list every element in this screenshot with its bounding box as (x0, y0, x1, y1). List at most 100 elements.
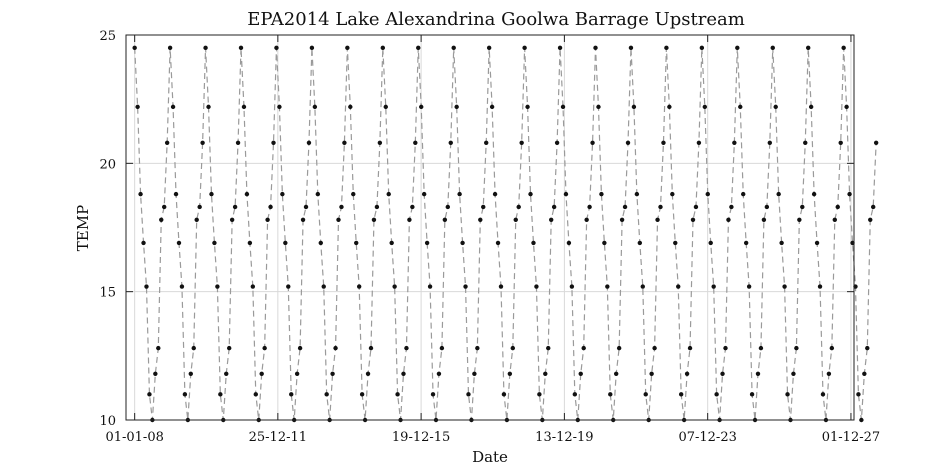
data-point (262, 345, 267, 351)
data-point (153, 371, 158, 376)
data-point (478, 217, 483, 222)
data-point (227, 345, 232, 351)
data-point (829, 345, 835, 351)
data-point (147, 392, 152, 397)
data-point (351, 191, 356, 197)
data-point (176, 240, 182, 246)
y-axis-label: TEMP (74, 205, 92, 251)
data-point (484, 140, 489, 145)
data-point (427, 284, 433, 289)
data-point (705, 191, 710, 197)
data-point (664, 45, 669, 51)
series-line (134, 47, 877, 421)
data-point (590, 140, 595, 145)
data-point (563, 191, 569, 197)
data-point (191, 345, 196, 351)
data-point (811, 191, 817, 197)
data-point (673, 240, 678, 246)
data-point (401, 371, 406, 376)
data-point (132, 45, 137, 51)
x-tick-labels: 01-01-08 25-12-11 19-12-15 13-12-19 07-12-23… (105, 430, 880, 445)
data-point (735, 45, 740, 51)
data-point (365, 371, 371, 376)
data-point (776, 191, 781, 197)
data-point (241, 104, 247, 110)
data-point (286, 284, 291, 289)
data-point (687, 345, 693, 351)
data-point (318, 240, 323, 246)
data-point (640, 284, 645, 289)
data-point (141, 240, 146, 246)
x-axis-label: Date (472, 448, 508, 466)
data-point (472, 371, 477, 376)
series-temp (132, 45, 879, 423)
data-point (859, 417, 864, 423)
data-point (507, 371, 513, 376)
data-point (218, 392, 223, 397)
data-point (832, 217, 837, 222)
data-point (315, 191, 321, 197)
x-tick-label: 01-12-27 (822, 430, 880, 445)
y-tick-labels: 10 15 20 25 (99, 29, 116, 429)
x-tick-label: 25-12-11 (249, 430, 307, 445)
data-point (551, 204, 557, 210)
data-point (159, 217, 164, 222)
data-point (475, 345, 480, 351)
data-point (690, 217, 696, 222)
data-point (643, 392, 648, 397)
data-point (714, 392, 719, 397)
data-point (616, 345, 622, 351)
data-point (200, 140, 205, 145)
data-point (179, 284, 185, 289)
data-point (628, 45, 634, 51)
data-point (235, 140, 241, 145)
data-point (138, 191, 143, 197)
data-point (581, 345, 586, 351)
plot-frame (125, 34, 855, 421)
data-point (569, 284, 575, 289)
x-tick-label: 01-01-08 (105, 430, 163, 445)
data-point (637, 240, 643, 246)
data-point (289, 392, 294, 397)
data-point (206, 104, 211, 110)
data-point (436, 371, 442, 376)
data-point (625, 140, 631, 145)
data-point (354, 240, 359, 246)
data-point (608, 392, 613, 397)
data-point (814, 240, 820, 246)
data-point (741, 191, 746, 197)
data-point (294, 371, 300, 376)
x-tick-label: 19-12-15 (392, 430, 450, 445)
data-point (194, 217, 199, 222)
data-point (333, 345, 338, 351)
data-point (764, 204, 770, 210)
data-point (498, 284, 504, 289)
data-point (531, 240, 536, 246)
data-point (253, 392, 258, 397)
data-point (442, 217, 448, 222)
data-point (265, 217, 270, 222)
data-point (693, 204, 699, 210)
data-point (501, 392, 507, 397)
data-point (743, 240, 749, 246)
data-point (356, 284, 362, 289)
data-point (546, 345, 551, 351)
data-point (309, 45, 315, 51)
data-point (631, 104, 637, 110)
data-point (359, 392, 365, 397)
data-point (144, 284, 149, 289)
data-point (345, 45, 350, 51)
data-point (599, 191, 604, 197)
data-point (259, 371, 264, 376)
data-point (572, 392, 578, 397)
data-point (197, 204, 202, 210)
data-point (492, 191, 498, 197)
data-point (247, 240, 253, 246)
data-point (229, 217, 235, 222)
data-point (407, 217, 412, 222)
data-point (525, 104, 530, 110)
data-point (549, 217, 554, 222)
data-point (238, 45, 244, 51)
data-point (439, 345, 445, 351)
data-point (800, 204, 805, 210)
